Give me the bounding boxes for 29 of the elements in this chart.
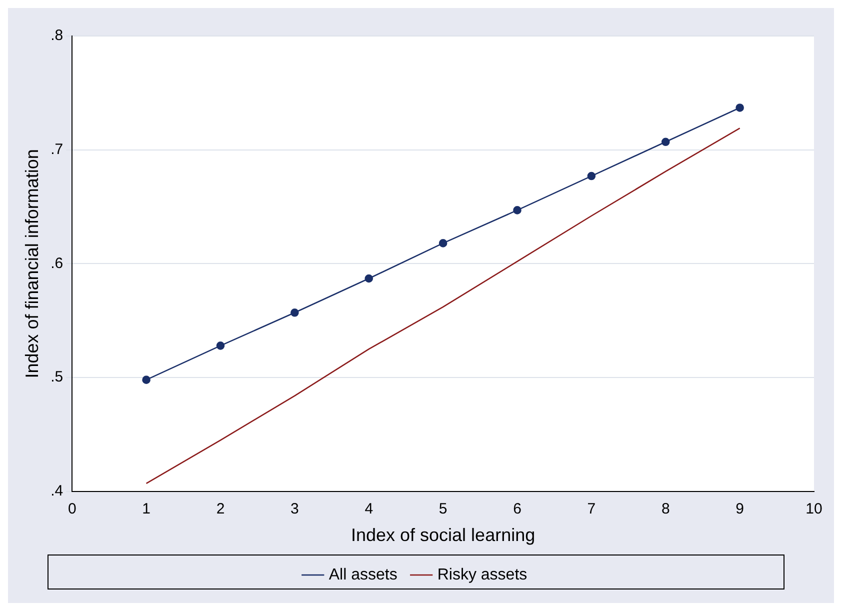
x-tick-label: 5: [438, 500, 448, 518]
x-tick-label: 10: [806, 500, 822, 518]
point: [438, 239, 448, 248]
point: [216, 342, 225, 350]
x-tick-label: 0: [68, 500, 76, 518]
y-axis-title: Index of financial information: [22, 149, 42, 378]
x-tick-label: 2: [216, 500, 225, 518]
y-tick-label: .4: [50, 482, 64, 500]
x-tick-label: 1: [142, 500, 150, 518]
x-tick-label: 3: [290, 500, 299, 518]
y-tick-label: .8: [50, 27, 64, 44]
point: [290, 308, 299, 317]
x-tick-label: 7: [587, 500, 596, 518]
point: [364, 274, 374, 283]
point: [513, 206, 522, 214]
x-axis-title: Index of social learning: [350, 525, 536, 546]
x-tick-label: 8: [661, 500, 670, 518]
legend-label: All assets: [328, 566, 398, 584]
point: [661, 138, 670, 146]
x-tick-label: 4: [364, 500, 374, 518]
legend-label: Risky assets: [437, 566, 528, 584]
point: [736, 104, 744, 112]
y-tick-label: .7: [50, 140, 64, 158]
point: [142, 376, 150, 384]
x-tick-label: 9: [736, 500, 744, 518]
x-tick-label: 6: [513, 500, 522, 518]
y-tick-label: .5: [50, 368, 64, 386]
y-tick-label: .6: [50, 254, 64, 272]
point: [587, 172, 596, 180]
